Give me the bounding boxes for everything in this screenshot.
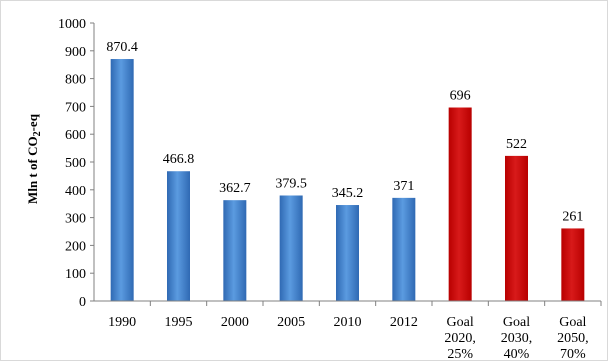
x-tick-label: Goal 2020, 25%	[444, 315, 476, 362]
bar	[223, 200, 247, 301]
y-tick-label: 100	[65, 267, 86, 282]
x-axis: 1990 1995 2000 2005 2010 2012 Goal 2020, 25% Goal…	[94, 300, 602, 362]
bar	[561, 228, 585, 301]
bar-value-label: 379.5	[275, 176, 307, 191]
bar-value-label: 362.7	[219, 181, 251, 196]
y-tick-label: 600	[65, 128, 86, 143]
y-axis: 0 100 200 300 400 500 600 700 800 900 1000	[58, 17, 95, 310]
bar	[336, 205, 359, 301]
data-labels: 870.4 466.8 362.7 379.5 345.2 371 696 522 261	[106, 40, 583, 224]
bar	[279, 195, 303, 301]
y-tick-label: 300	[65, 212, 86, 227]
bar-value-label: 345.2	[332, 186, 364, 201]
x-tick-label: Goal 2030, 40%	[501, 315, 533, 362]
y-tick-label: 800	[65, 73, 86, 88]
x-tick-label: 2012	[390, 315, 418, 330]
x-tick-label: 1995	[165, 315, 193, 330]
bar-value-label: 466.8	[163, 152, 195, 167]
bars	[110, 59, 585, 302]
bar	[392, 197, 416, 301]
y-axis-title: Mln t of CO2-eq	[25, 113, 43, 204]
y-tick-label: 400	[65, 184, 86, 199]
x-tick-label: 2000	[221, 315, 249, 330]
bar	[110, 59, 134, 301]
y-tick-label: 0	[79, 295, 86, 310]
bar-value-label: 522	[506, 137, 527, 152]
y-tick-label: 200	[65, 239, 86, 254]
x-tick-label: Goal 2050, 70%	[557, 315, 589, 362]
y-tick-label: 1000	[58, 17, 86, 32]
bar-value-label: 870.4	[106, 40, 138, 55]
bar-value-label: 261	[562, 209, 583, 224]
y-tick-label: 500	[65, 156, 86, 171]
bar-value-label: 696	[450, 89, 471, 104]
x-tick-label: 1990	[108, 315, 136, 330]
bar	[448, 107, 472, 302]
x-tick-label: 2010	[334, 315, 362, 330]
y-axis-title-tail: -eq	[25, 113, 40, 131]
y-tick-label: 900	[65, 45, 86, 60]
y-axis-title-subscript: 2	[32, 131, 43, 136]
bar	[167, 171, 190, 301]
bar-value-label: 371	[393, 179, 414, 194]
y-axis-title-main: Mln t of CO	[25, 136, 40, 204]
bar	[505, 155, 528, 301]
y-tick-label: 700	[65, 100, 86, 115]
x-tick-label: 2005	[277, 315, 305, 330]
